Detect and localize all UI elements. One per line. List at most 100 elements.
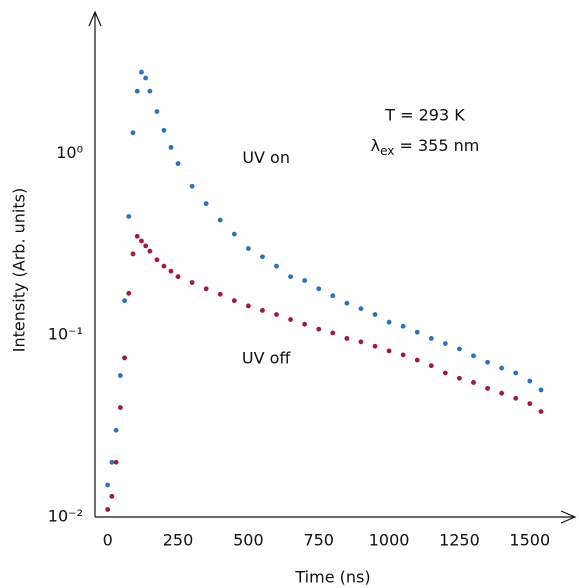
data-point xyxy=(274,263,279,269)
data-point xyxy=(485,359,490,365)
data-point xyxy=(122,355,127,361)
data-point xyxy=(527,401,533,407)
data-point xyxy=(147,88,153,94)
x-tick-label: 750 xyxy=(303,531,334,550)
data-point xyxy=(154,109,160,114)
annotation: λex = 355 nm xyxy=(371,136,480,158)
data-point xyxy=(260,307,265,313)
data-point xyxy=(109,459,115,465)
data-point xyxy=(302,321,308,327)
data-point xyxy=(231,298,237,304)
data-point xyxy=(442,341,448,346)
data-point xyxy=(414,329,420,335)
data-point xyxy=(538,409,544,415)
data-point xyxy=(344,336,350,341)
y-axis xyxy=(88,10,102,517)
data-point xyxy=(130,130,136,136)
x-tick-label: 1500 xyxy=(509,531,550,550)
data-point xyxy=(126,290,132,296)
x-tick-label: 250 xyxy=(163,531,194,550)
data-point xyxy=(316,326,322,332)
data-point xyxy=(147,248,153,254)
data-point xyxy=(386,319,392,325)
data-point xyxy=(372,312,378,317)
data-point xyxy=(217,217,223,223)
series-label: UV on xyxy=(242,148,290,167)
data-point xyxy=(168,144,174,150)
data-point xyxy=(189,280,195,285)
x-tick-label: 1250 xyxy=(439,531,480,550)
y-tick-label: 10⁰ xyxy=(56,143,83,162)
series-label: UV off xyxy=(242,348,292,367)
data-point xyxy=(143,243,149,249)
x-tick-label: 500 xyxy=(233,531,264,550)
data-point xyxy=(134,233,140,239)
data-point xyxy=(471,380,476,385)
data-point xyxy=(302,278,308,283)
data-point xyxy=(330,330,336,336)
y-tick-label: 10⁻¹ xyxy=(48,325,83,344)
data-point xyxy=(231,231,237,237)
data-point xyxy=(316,286,322,292)
data-point xyxy=(513,370,519,376)
data-point xyxy=(274,312,279,317)
data-point xyxy=(113,459,119,465)
data-point xyxy=(113,427,119,433)
data-point xyxy=(386,348,392,354)
data-point xyxy=(117,373,123,378)
data-point xyxy=(189,183,195,189)
data-point xyxy=(471,353,476,359)
data-point xyxy=(117,405,123,410)
data-point xyxy=(499,365,505,371)
annotation: T = 293 K xyxy=(384,106,465,125)
annotation-part: λ xyxy=(371,136,380,155)
data-point xyxy=(344,300,350,306)
annotation-sub: ex xyxy=(380,144,394,158)
data-point xyxy=(134,88,140,94)
data-point xyxy=(288,317,293,322)
data-point xyxy=(400,352,406,358)
data-point xyxy=(161,263,167,269)
data-point xyxy=(499,390,505,396)
data-point xyxy=(203,286,209,292)
data-point xyxy=(330,293,336,299)
y-axis-label: Intensity (Arb. units) xyxy=(10,188,29,352)
x-axis xyxy=(95,510,577,524)
data-point xyxy=(109,493,115,499)
data-point xyxy=(175,274,181,280)
data-point xyxy=(288,274,293,280)
data-point xyxy=(513,395,519,401)
data-point xyxy=(217,291,223,297)
data-point xyxy=(414,357,420,363)
data-point xyxy=(260,254,265,260)
data-point xyxy=(122,298,127,304)
data-point xyxy=(538,387,544,393)
data-point xyxy=(175,161,181,166)
data-point xyxy=(168,268,174,274)
data-point xyxy=(139,69,144,75)
data-point xyxy=(428,336,434,341)
y-tick-label: 10⁻² xyxy=(48,507,83,526)
data-point xyxy=(428,363,434,369)
data-point xyxy=(203,201,209,206)
data-point xyxy=(372,343,378,349)
data-point xyxy=(485,385,490,391)
x-tick-label: 0 xyxy=(103,531,113,550)
data-point xyxy=(105,482,111,488)
data-point xyxy=(130,251,136,257)
data-point xyxy=(143,75,149,81)
x-axis-label: Time (ns) xyxy=(294,568,370,587)
data-point xyxy=(161,127,167,133)
data-point xyxy=(154,257,160,263)
data-point xyxy=(139,238,144,244)
annotation-part: = 355 nm xyxy=(394,136,479,155)
data-point xyxy=(457,346,462,352)
data-point xyxy=(527,378,533,384)
data-point xyxy=(400,323,406,329)
data-point xyxy=(105,507,111,512)
data-point xyxy=(358,306,364,312)
data-point xyxy=(457,375,462,381)
data-point xyxy=(442,370,448,376)
data-point xyxy=(358,339,364,345)
